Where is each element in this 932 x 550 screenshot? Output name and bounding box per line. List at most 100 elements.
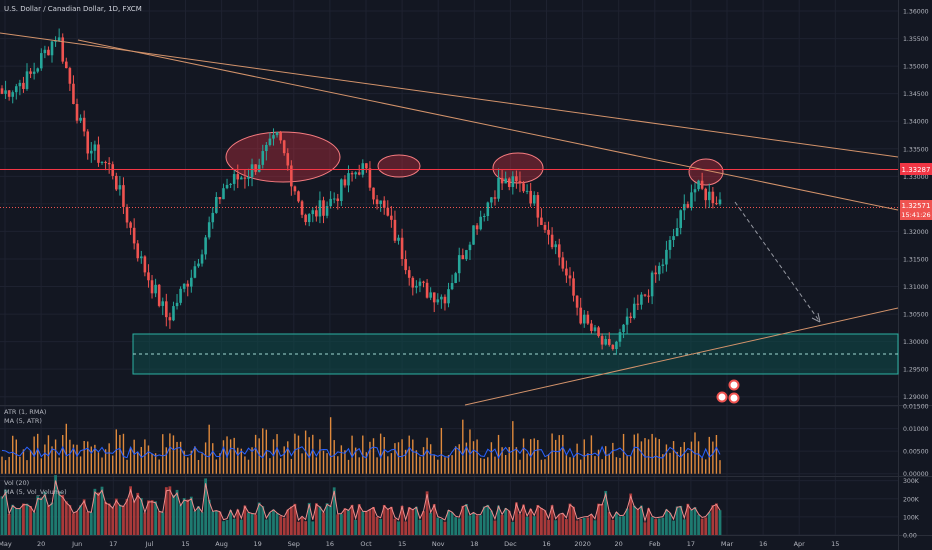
- volume-bar: [389, 506, 393, 535]
- volume-bar: [522, 504, 525, 535]
- vol-ma-legend[interactable]: MA (5, Vol_Volume): [4, 488, 67, 496]
- countdown-text: 15:41:26: [901, 211, 930, 219]
- volume-pane[interactable]: [0, 475, 722, 535]
- candle-body: [597, 327, 600, 337]
- volume-bar: [247, 512, 250, 535]
- candle-body: [272, 135, 275, 139]
- candle-body: [64, 61, 68, 69]
- candle-body: [640, 294, 643, 305]
- trendline-upper[interactable]: [0, 32, 899, 158]
- volume-bar: [189, 496, 193, 535]
- candle-body: [286, 153, 290, 166]
- candle-body: [75, 104, 79, 121]
- candle-body: [490, 197, 493, 203]
- volume-bar: [547, 519, 550, 535]
- candle-body: [450, 283, 454, 290]
- volume-bar: [104, 501, 107, 535]
- candle-body: [25, 71, 29, 89]
- candle-body: [465, 250, 468, 260]
- volume-bar: [204, 478, 208, 535]
- volume-bar: [250, 513, 254, 535]
- time-tick-label: Mar: [721, 540, 734, 548]
- vol-legend[interactable]: Vol (20): [4, 479, 29, 487]
- trendline-ascending[interactable]: [464, 307, 899, 406]
- ellipse-oct[interactable]: [377, 154, 421, 178]
- candle-body: [22, 82, 25, 89]
- volume-bar: [368, 509, 372, 535]
- event-icon[interactable]: [728, 379, 740, 391]
- volume-bar: [118, 504, 122, 535]
- candle-body: [343, 179, 347, 186]
- candle-body: [282, 140, 286, 154]
- time-axis[interactable]: May 20 Jun 17 Jul 15 Aug 19 Sep 16 Oct 15 Nov 18 Dec 16…: [0, 540, 839, 548]
- candle-body: [636, 303, 640, 305]
- volume-bar: [647, 508, 650, 535]
- projection-arrow[interactable]: [734, 201, 821, 323]
- atr-ma-legend[interactable]: MA (5, ATR): [4, 417, 42, 425]
- volume-bar: [225, 519, 229, 535]
- candle-body: [432, 292, 436, 303]
- candle-body: [647, 295, 650, 297]
- candle-body: [250, 164, 254, 178]
- volume-bar: [443, 521, 447, 535]
- candle-body: [97, 144, 100, 163]
- volume-bar: [47, 505, 50, 535]
- candle-body: [340, 179, 343, 202]
- volume-bar: [615, 512, 618, 535]
- candle-body: [707, 191, 711, 201]
- volume-tick-label: 100K: [903, 514, 920, 521]
- volume-bar: [650, 517, 654, 535]
- volume-bar: [54, 475, 57, 535]
- atr-pane[interactable]: [1, 417, 721, 474]
- event-icon[interactable]: [716, 391, 728, 403]
- volume-bar: [322, 512, 325, 535]
- candle-body: [36, 68, 40, 72]
- volume-bar: [107, 503, 111, 535]
- candle-body: [257, 164, 261, 172]
- volume-bar: [554, 520, 558, 535]
- trendline-descending[interactable]: [77, 39, 899, 211]
- candle-body: [661, 264, 665, 266]
- ellipse-nov[interactable]: [492, 152, 544, 184]
- volume-bar: [654, 519, 658, 535]
- atr-legend[interactable]: ATR (1, RMA): [4, 408, 46, 416]
- candle-body: [350, 173, 354, 175]
- volume-bar: [254, 514, 258, 535]
- volume-bar: [279, 516, 283, 535]
- event-icon[interactable]: [728, 392, 740, 404]
- support-zone[interactable]: [132, 333, 899, 375]
- volume-bar: [590, 514, 593, 535]
- volume-bar: [22, 503, 25, 535]
- candle-body: [190, 277, 193, 287]
- volume-bar: [239, 519, 243, 535]
- events-icons[interactable]: [716, 379, 740, 404]
- volume-bar: [314, 503, 318, 535]
- ellipse-aug-sep[interactable]: [225, 131, 341, 183]
- volume-bar: [693, 507, 697, 535]
- volume-bar: [411, 509, 415, 535]
- candle-body: [668, 239, 672, 250]
- candle-body: [104, 161, 107, 163]
- candle-body: [390, 215, 393, 220]
- candle-body: [275, 132, 279, 136]
- volume-bar: [529, 508, 533, 535]
- candle-body: [436, 299, 440, 303]
- candle-body: [504, 178, 507, 184]
- candle-body: [479, 216, 482, 230]
- ellipse-feb[interactable]: [688, 158, 724, 186]
- candle-body: [632, 303, 636, 319]
- candle-body: [693, 189, 697, 193]
- candle-body: [511, 176, 515, 187]
- candle-body: [39, 53, 43, 69]
- candle-body: [400, 237, 404, 260]
- candle-body: [332, 198, 336, 200]
- volume-bar: [500, 515, 504, 535]
- volume-bar: [379, 519, 383, 535]
- candle-body: [593, 327, 597, 331]
- candle-body: [622, 324, 625, 333]
- candle-body: [347, 173, 350, 186]
- volume-bar: [472, 512, 475, 535]
- candle-body: [418, 281, 422, 286]
- volume-bar: [111, 507, 115, 535]
